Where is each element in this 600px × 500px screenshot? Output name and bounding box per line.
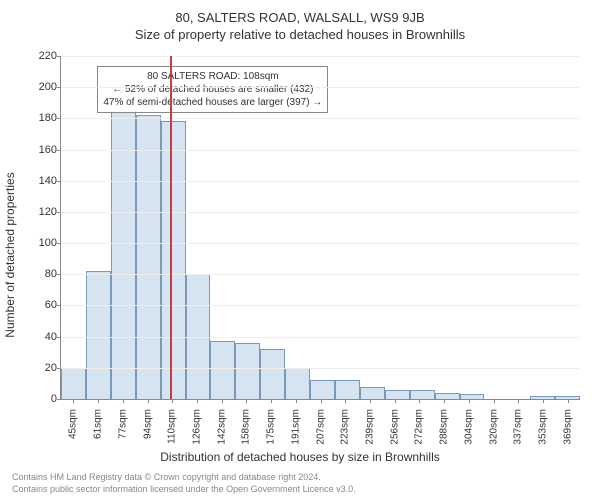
y-tick-mark — [57, 56, 61, 57]
y-tick-mark — [57, 181, 61, 182]
x-axis-label: Distribution of detached houses by size … — [12, 450, 588, 464]
x-tick-mark — [568, 399, 569, 403]
gridline — [61, 368, 580, 369]
y-tick-mark — [57, 118, 61, 119]
x-tick-mark — [246, 399, 247, 403]
gridline — [61, 274, 580, 275]
annotation-line: 47% of semi-detached houses are larger (… — [103, 96, 322, 109]
gridline — [61, 150, 580, 151]
bar — [210, 341, 235, 399]
title-subtitle: Size of property relative to detached ho… — [12, 27, 588, 42]
x-tick-mark — [172, 399, 173, 403]
x-tick-mark — [123, 399, 124, 403]
chart-container: 80, SALTERS ROAD, WALSALL, WS9 9JB Size … — [0, 0, 600, 500]
bar — [310, 380, 335, 399]
annotation-line: ← 52% of detached houses are smaller (43… — [103, 83, 322, 96]
bar — [435, 393, 460, 399]
x-tick-label: 239sqm — [364, 405, 375, 445]
gridline — [61, 305, 580, 306]
y-tick-mark — [57, 87, 61, 88]
y-axis-label: Number of detached properties — [3, 172, 17, 337]
x-tick-mark — [98, 399, 99, 403]
x-tick-label: 45sqm — [68, 405, 79, 439]
x-tick-label: 158sqm — [241, 405, 252, 445]
y-tick-mark — [57, 274, 61, 275]
x-tick-label: 126sqm — [191, 405, 202, 445]
x-tick-label: 256sqm — [389, 405, 400, 445]
bar — [136, 115, 161, 399]
x-tick-mark — [419, 399, 420, 403]
annotation-line: 80 SALTERS ROAD: 108sqm — [103, 70, 322, 83]
x-tick-mark — [73, 399, 74, 403]
bar — [385, 390, 410, 399]
x-tick-label: 304sqm — [463, 405, 474, 445]
x-tick-mark — [321, 399, 322, 403]
gridline — [61, 243, 580, 244]
y-tick-mark — [57, 399, 61, 400]
x-tick-mark — [197, 399, 198, 403]
gridline — [61, 87, 580, 88]
bar — [86, 271, 111, 399]
x-tick-label: 61sqm — [93, 405, 104, 439]
x-tick-label: 94sqm — [142, 405, 153, 439]
title-address: 80, SALTERS ROAD, WALSALL, WS9 9JB — [12, 10, 588, 25]
bar — [335, 380, 360, 399]
x-tick-mark — [395, 399, 396, 403]
bar — [235, 343, 260, 399]
x-tick-label: 353sqm — [537, 405, 548, 445]
bar — [410, 390, 435, 399]
gridline — [61, 118, 580, 119]
x-tick-label: 175sqm — [266, 405, 277, 445]
copyright: Contains HM Land Registry data © Crown c… — [12, 472, 588, 495]
bar — [260, 349, 285, 399]
x-tick-label: 223sqm — [340, 405, 351, 445]
bar — [111, 111, 136, 399]
bar — [360, 387, 385, 399]
x-tick-mark — [271, 399, 272, 403]
x-tick-label: 288sqm — [439, 405, 450, 445]
gridline — [61, 56, 580, 57]
x-tick-mark — [296, 399, 297, 403]
x-tick-mark — [370, 399, 371, 403]
x-tick-label: 272sqm — [414, 405, 425, 445]
bar — [161, 121, 186, 399]
x-tick-label: 207sqm — [315, 405, 326, 445]
reference-line — [170, 56, 172, 399]
y-tick-mark — [57, 337, 61, 338]
copyright-line2: Contains public sector information licen… — [12, 484, 588, 496]
y-tick-mark — [57, 305, 61, 306]
gridline — [61, 212, 580, 213]
copyright-line1: Contains HM Land Registry data © Crown c… — [12, 472, 588, 484]
bar — [61, 368, 86, 399]
x-tick-mark — [543, 399, 544, 403]
x-tick-mark — [444, 399, 445, 403]
x-tick-mark — [518, 399, 519, 403]
plot-area: 80 SALTERS ROAD: 108sqm← 52% of detached… — [60, 56, 580, 400]
x-tick-label: 191sqm — [290, 405, 301, 445]
x-tick-label: 77sqm — [117, 405, 128, 439]
gridline — [61, 337, 580, 338]
x-tick-mark — [222, 399, 223, 403]
bar — [285, 368, 310, 399]
y-tick-mark — [57, 368, 61, 369]
annotation-box: 80 SALTERS ROAD: 108sqm← 52% of detached… — [97, 66, 328, 113]
chart-area: Number of detached properties 80 SALTERS… — [12, 48, 588, 448]
x-tick-label: 142sqm — [216, 405, 227, 445]
x-tick-label: 337sqm — [513, 405, 524, 445]
x-tick-mark — [148, 399, 149, 403]
y-tick-mark — [57, 243, 61, 244]
y-tick-mark — [57, 150, 61, 151]
x-tick-label: 110sqm — [167, 405, 178, 444]
x-tick-label: 369sqm — [562, 405, 573, 445]
x-tick-label: 320sqm — [488, 405, 499, 445]
bar — [460, 394, 485, 399]
x-tick-mark — [469, 399, 470, 403]
x-tick-mark — [345, 399, 346, 403]
y-tick-mark — [57, 212, 61, 213]
x-tick-mark — [494, 399, 495, 403]
gridline — [61, 181, 580, 182]
